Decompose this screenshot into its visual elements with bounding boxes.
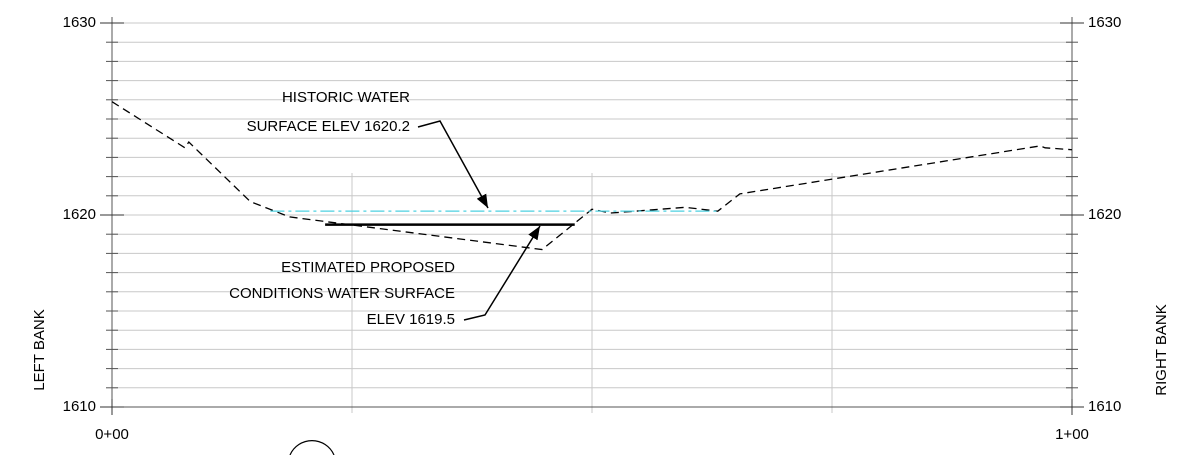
annotation-line: ESTIMATED PROPOSED [281, 259, 455, 276]
annotation-line: HISTORIC WATER [282, 89, 410, 106]
grid: 1610 1610 1620 1620 1630 1630 0+00 1+00 [63, 14, 1122, 443]
annotation-line: SURFACE ELEV 1620.2 [247, 118, 410, 135]
y-tick-label: 1620 [63, 206, 96, 223]
annotation-line: CONDITIONS WATER SURFACE [229, 285, 455, 302]
y-axis-label: RIGHT BANK [1153, 304, 1170, 395]
y-axis-label: LEFT BANK [31, 309, 48, 390]
x-tick-label: 1+00 [1055, 426, 1089, 443]
y-tick-label: 1610 [1088, 398, 1121, 415]
y-tick-label: 1620 [1088, 206, 1121, 223]
y-tick-label: 1630 [1088, 14, 1121, 31]
section-callout [289, 439, 335, 455]
y-tick-label: 1610 [63, 398, 96, 415]
plot [111, 101, 1073, 251]
annotation-line: ELEV 1619.5 [367, 311, 455, 328]
leader [417, 120, 489, 209]
x-tick-label: 0+00 [95, 426, 129, 443]
y-tick-label: 1630 [63, 14, 96, 31]
leader [463, 225, 541, 321]
